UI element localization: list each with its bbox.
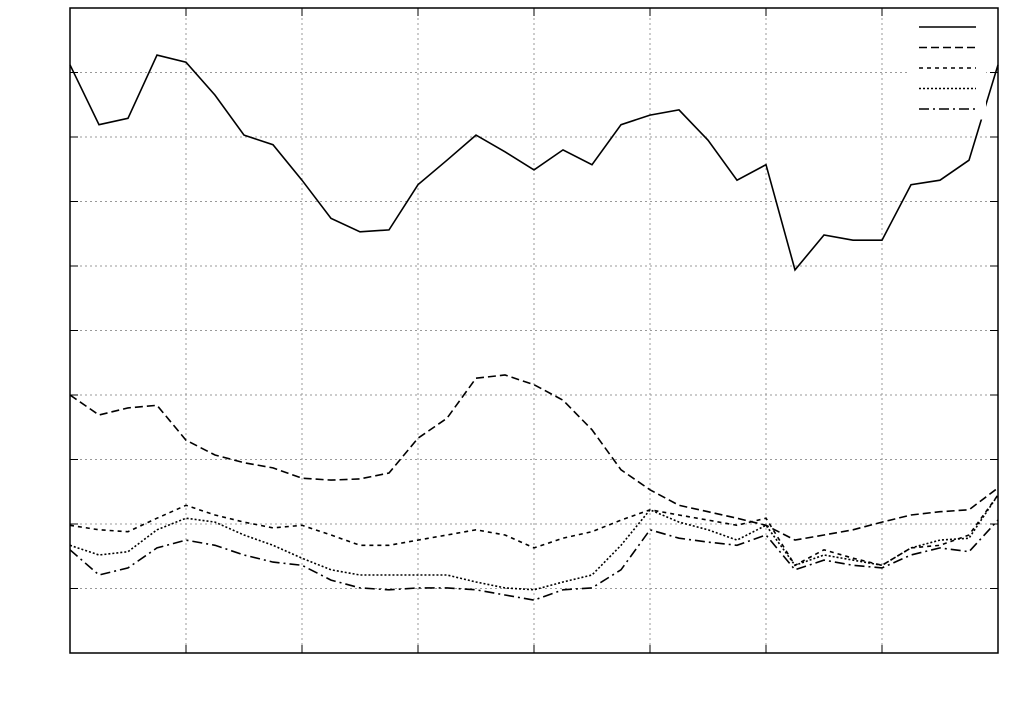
plot-area xyxy=(70,8,998,653)
series-line xyxy=(69,519,999,601)
plot-frame xyxy=(69,7,999,654)
series-line xyxy=(69,54,999,272)
series-line xyxy=(69,374,999,541)
series-line xyxy=(69,494,999,567)
